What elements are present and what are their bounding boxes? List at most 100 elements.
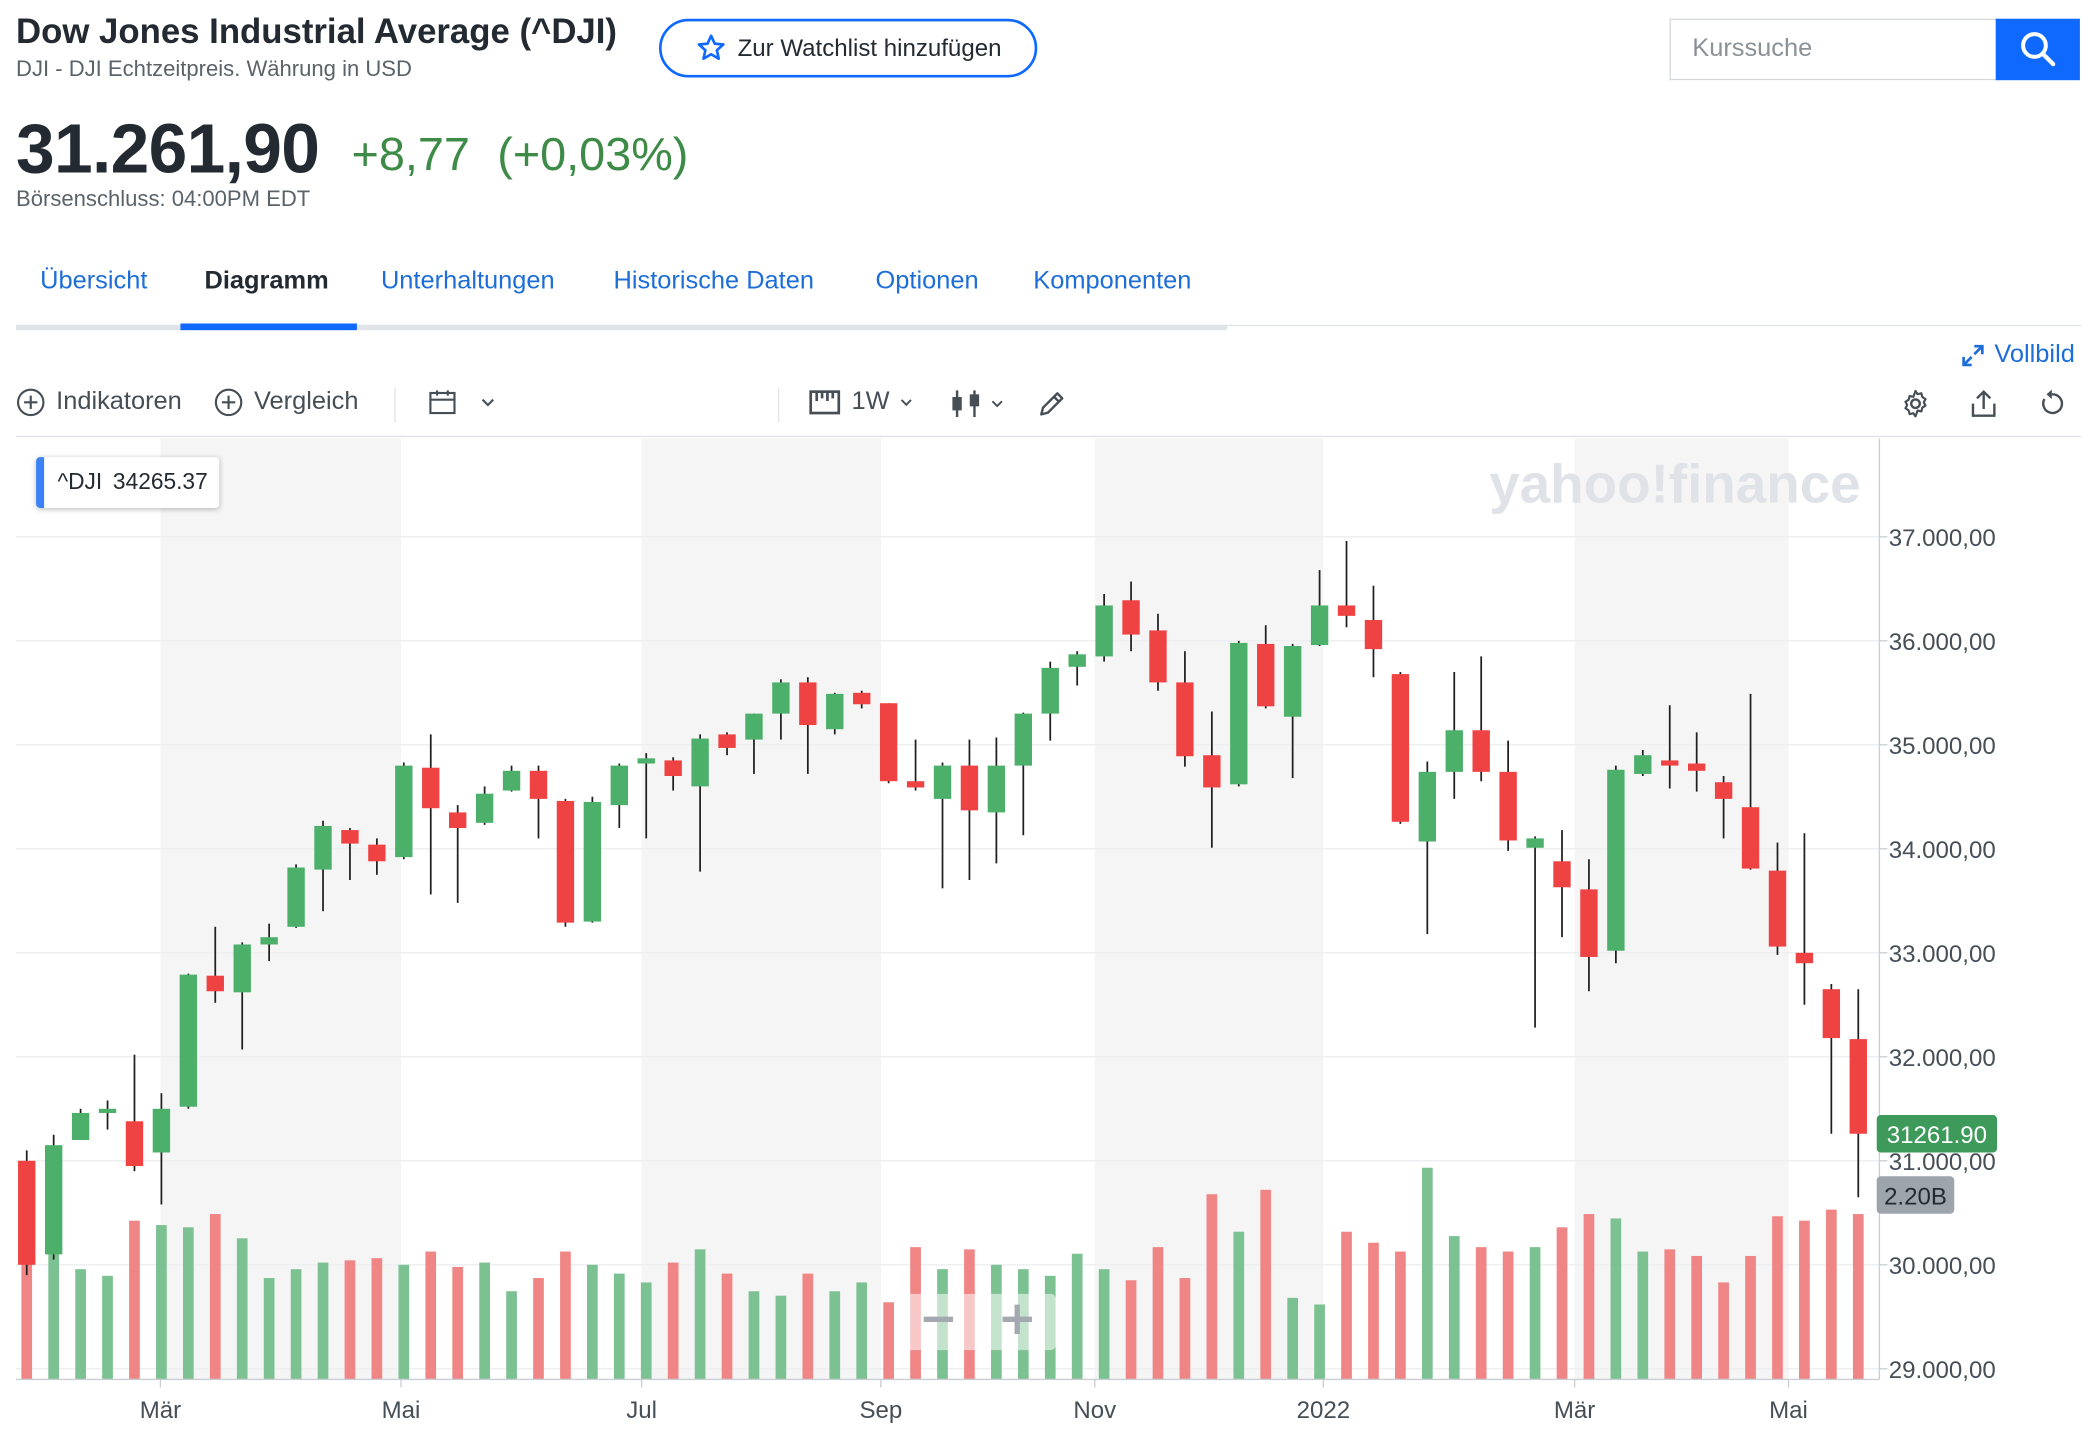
volume-bar	[1395, 1251, 1406, 1380]
price-change-percent: (+0,03%)	[497, 128, 689, 181]
expand-icon	[1962, 344, 1984, 367]
tab-chart[interactable]: Diagramm	[204, 267, 329, 296]
volume-bar	[1556, 1227, 1568, 1380]
reset-icon	[2042, 389, 2064, 415]
last-price-label: 31261.90	[1887, 1122, 1987, 1149]
fullscreen-button[interactable]: Vollbild	[1960, 341, 2075, 370]
tab-components[interactable]: Komponenten	[1033, 267, 1192, 296]
volume-bar	[1260, 1189, 1272, 1380]
candle-body	[1580, 889, 1598, 957]
candle-body	[1795, 952, 1814, 964]
candle	[1768, 842, 1787, 955]
chevron-down-icon	[481, 398, 494, 407]
candle	[179, 973, 198, 1109]
candle	[1364, 585, 1383, 678]
add-to-watchlist-button[interactable]: Zur Watchlist hinzufügen	[658, 18, 1038, 78]
tab-conversations[interactable]: Unterhaltungen	[380, 267, 555, 296]
candle-body	[583, 802, 602, 922]
candle-body	[287, 867, 305, 927]
volume-bar	[748, 1291, 760, 1380]
candle-body	[1391, 674, 1410, 822]
search-icon	[2020, 32, 2055, 67]
volume-bar	[102, 1275, 113, 1380]
settings-button[interactable]	[1899, 388, 1931, 420]
candle	[879, 703, 898, 784]
candle-body	[1687, 763, 1706, 771]
series-color-marker	[36, 457, 45, 508]
last-price-marker: 31261.90	[1876, 1115, 1998, 1153]
volume-bar	[640, 1282, 652, 1380]
volume-bar	[344, 1260, 356, 1380]
tab-options[interactable]: Optionen	[875, 267, 979, 296]
zoom-in-button[interactable]	[999, 1296, 1034, 1348]
compare-button[interactable]: Vergleich	[214, 387, 359, 417]
candle	[1337, 540, 1356, 628]
volume-bar	[209, 1214, 221, 1380]
fullscreen-label: Vollbild	[1994, 340, 2075, 369]
candle-body	[1418, 771, 1437, 842]
volume-bar	[1206, 1194, 1218, 1380]
candle	[718, 732, 736, 756]
volume-bar	[613, 1273, 625, 1380]
volume-bar	[317, 1262, 329, 1380]
reset-button[interactable]	[2036, 388, 2068, 420]
candle-body	[314, 825, 332, 870]
candle	[1553, 830, 1571, 938]
candle-body	[987, 765, 1006, 813]
candle-body	[1364, 620, 1383, 650]
x-tick-label: Mai	[382, 1397, 421, 1424]
candle	[422, 734, 440, 895]
candle	[314, 820, 332, 912]
price-change: +8,77	[351, 128, 470, 181]
search-button[interactable]	[1995, 18, 2080, 81]
volume-bar	[1772, 1216, 1783, 1380]
candle-body	[1041, 667, 1059, 714]
candle-body	[152, 1108, 171, 1153]
volume-bar	[1475, 1247, 1487, 1380]
candle	[71, 1108, 90, 1140]
page-subtitle: DJI - DJI Echtzeitpreis. Währung in USD	[16, 57, 412, 82]
candle-body	[395, 765, 413, 858]
interval-select[interactable]: 1W	[809, 388, 917, 417]
candle-body	[1014, 713, 1032, 766]
compare-label: Vergleich	[253, 387, 359, 416]
tab-historical-data[interactable]: Historische Daten	[613, 267, 814, 296]
volume-bar	[1368, 1242, 1379, 1380]
y-tick-label: 30.000,00	[1889, 1253, 1996, 1280]
candle-body	[368, 844, 386, 862]
series-legend-tooltip: ^DJI 34265.37	[36, 457, 220, 508]
candle	[1068, 651, 1086, 686]
candle-body	[475, 793, 494, 823]
candle-body	[260, 937, 278, 945]
volume-bar	[1341, 1231, 1352, 1380]
volume-bar	[182, 1227, 194, 1380]
toolbar-divider	[16, 435, 2082, 438]
quote-search-input[interactable]: Kurssuche	[1669, 18, 1999, 81]
date-range-button[interactable]	[428, 388, 500, 417]
volume-bar	[587, 1264, 598, 1380]
volume-bars	[21, 1167, 1864, 1380]
volume-bar	[452, 1266, 464, 1380]
legend-value: 34265.37	[112, 469, 208, 495]
candle-body	[933, 765, 952, 799]
candle	[1257, 625, 1275, 709]
chart-type-select[interactable]	[949, 388, 1008, 420]
candle-body	[71, 1112, 90, 1140]
share-icon	[1971, 389, 1996, 417]
candle	[529, 765, 548, 839]
indicators-button[interactable]: Indikatoren	[16, 388, 182, 417]
volume-bar	[533, 1278, 544, 1380]
volume-bar	[883, 1302, 894, 1380]
tab-overview[interactable]: Übersicht	[40, 267, 148, 296]
x-axis-ticks: Mär Mai Jul Sep Nov 2022 Mär Mai	[140, 1379, 1808, 1424]
zoom-out-button[interactable]	[920, 1296, 955, 1348]
volume-bar	[21, 1220, 33, 1380]
share-button[interactable]	[1968, 388, 2000, 420]
candle-body	[233, 944, 251, 993]
candle	[98, 1100, 117, 1130]
candle-body	[1122, 600, 1140, 635]
drawing-tools-button[interactable]	[1036, 388, 1068, 420]
last-volume-badge	[1876, 1176, 1955, 1214]
x-tick-label: Mär	[1554, 1397, 1595, 1424]
